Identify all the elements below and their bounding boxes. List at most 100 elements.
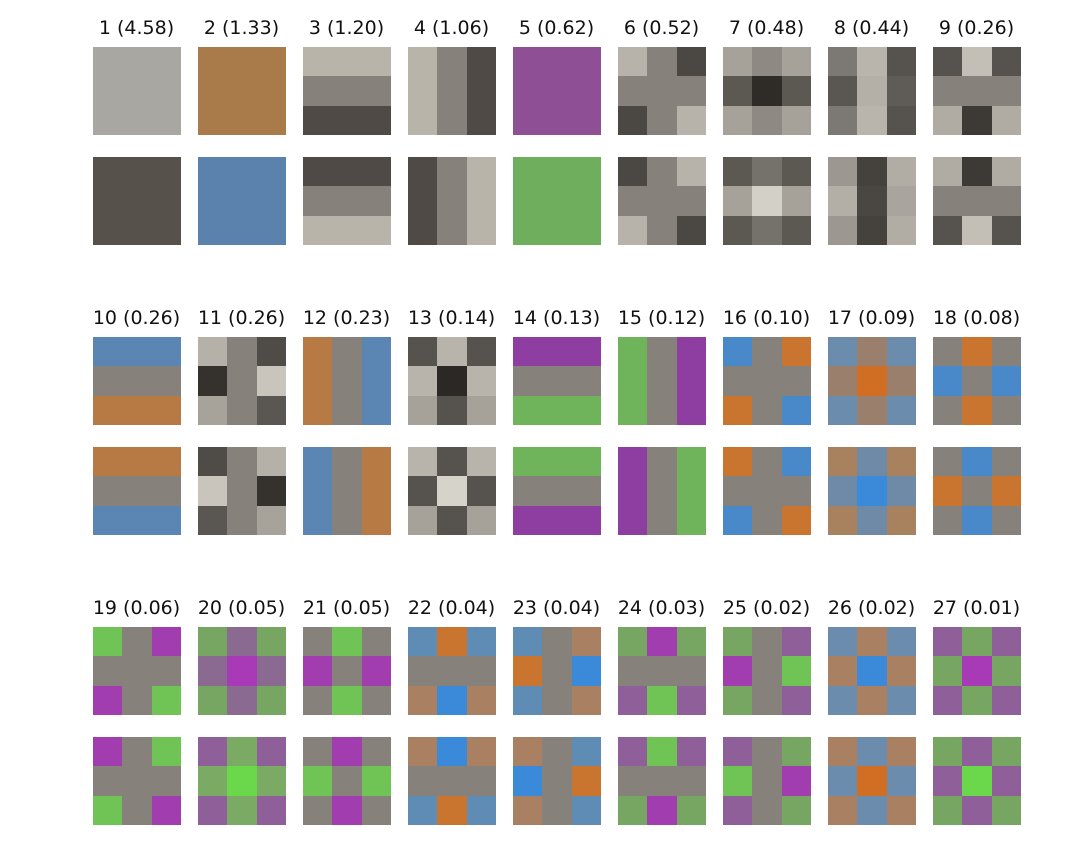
component-label: 11 (0.26) <box>197 307 286 329</box>
pattern-cell <box>933 447 963 477</box>
pattern-cell <box>886 685 916 715</box>
pattern-cell <box>466 737 496 767</box>
pattern-cell <box>962 47 992 77</box>
component-label: 15 (0.12) <box>617 307 706 329</box>
pattern-cell <box>571 476 601 506</box>
pattern-cell <box>227 766 257 796</box>
pattern-cell <box>198 186 228 216</box>
pattern-cell <box>408 505 438 535</box>
pattern-cell <box>513 215 543 245</box>
pattern-cell <box>466 186 496 216</box>
pattern-cell <box>332 476 362 506</box>
pattern-cell <box>227 685 257 715</box>
pattern-cell <box>676 366 706 396</box>
negative-pattern <box>933 157 1021 245</box>
pattern-cell <box>618 505 648 535</box>
pattern-cell <box>676 157 706 187</box>
negative-pattern <box>723 157 811 245</box>
pattern-cell <box>828 337 858 367</box>
pattern-cell <box>933 505 963 535</box>
pattern-cell <box>303 447 333 477</box>
pattern-cell <box>676 447 706 477</box>
pattern-cell <box>618 76 648 106</box>
pattern-cell <box>828 366 858 396</box>
pattern-cell <box>256 157 286 187</box>
pattern-cell <box>781 47 811 77</box>
pattern-cell <box>437 105 467 135</box>
pattern-cell <box>303 76 333 106</box>
pattern-cell <box>647 186 677 216</box>
pattern-cell <box>122 105 152 135</box>
pattern-cell <box>933 76 963 106</box>
component-19: 19 (0.06) <box>84 580 189 830</box>
pattern-cell <box>361 656 391 686</box>
pattern-cell <box>93 366 123 396</box>
pattern-cell <box>122 656 152 686</box>
component-20: 20 (0.05) <box>189 580 294 830</box>
pattern-cell <box>437 627 467 657</box>
negative-pattern <box>198 157 286 245</box>
pattern-cell <box>723 505 753 535</box>
pattern-cell <box>962 337 992 367</box>
pattern-cell <box>93 795 123 825</box>
pattern-cell <box>542 737 572 767</box>
pattern-cell <box>256 337 286 367</box>
pattern-cell <box>676 215 706 245</box>
component-label: 26 (0.02) <box>827 597 916 619</box>
pattern-cell <box>466 627 496 657</box>
pattern-cell <box>361 447 391 477</box>
pattern-cell <box>437 337 467 367</box>
pattern-cell <box>781 476 811 506</box>
pattern-cell <box>781 105 811 135</box>
pattern-cell <box>723 215 753 245</box>
pattern-cell <box>542 476 572 506</box>
pattern-cell <box>227 76 257 106</box>
pattern-cell <box>93 505 123 535</box>
pattern-cell <box>723 447 753 477</box>
component-label: 1 (4.58) <box>98 17 175 39</box>
pattern-cell <box>303 795 333 825</box>
pattern-cell <box>332 157 362 187</box>
pattern-cell <box>122 737 152 767</box>
pattern-cell <box>723 656 753 686</box>
pattern-cell <box>857 186 887 216</box>
pattern-cell <box>437 395 467 425</box>
pattern-cell <box>361 157 391 187</box>
pattern-cell <box>437 476 467 506</box>
pattern-cell <box>93 737 123 767</box>
component-label: 8 (0.44) <box>833 17 910 39</box>
pattern-cell <box>198 47 228 77</box>
pattern-cell <box>647 47 677 77</box>
pattern-cell <box>857 766 887 796</box>
pattern-cell <box>886 656 916 686</box>
pattern-cell <box>332 795 362 825</box>
pattern-cell <box>933 476 963 506</box>
pattern-cell <box>933 656 963 686</box>
pattern-cell <box>647 627 677 657</box>
pattern-cell <box>571 766 601 796</box>
pattern-cell <box>828 105 858 135</box>
pattern-cell <box>332 186 362 216</box>
pattern-cell <box>198 505 228 535</box>
pattern-cell <box>828 447 858 477</box>
pattern-cell <box>962 737 992 767</box>
pattern-cell <box>227 157 257 187</box>
pattern-cell <box>466 476 496 506</box>
pattern-cell <box>991 395 1021 425</box>
component-label: 9 (0.26) <box>938 17 1015 39</box>
pattern-cell <box>542 76 572 106</box>
pattern-cell <box>571 215 601 245</box>
pattern-cell <box>513 447 543 477</box>
pattern-cell <box>542 447 572 477</box>
pattern-cell <box>408 105 438 135</box>
pattern-cell <box>408 47 438 77</box>
component-25: 25 (0.02) <box>714 580 819 830</box>
negative-pattern <box>303 447 391 535</box>
pattern-cell <box>886 186 916 216</box>
pattern-cell <box>752 105 782 135</box>
component-label: 17 (0.09) <box>827 307 916 329</box>
pattern-cell <box>828 76 858 106</box>
pattern-cell <box>886 105 916 135</box>
pattern-cell <box>93 395 123 425</box>
pattern-cell <box>991 157 1021 187</box>
